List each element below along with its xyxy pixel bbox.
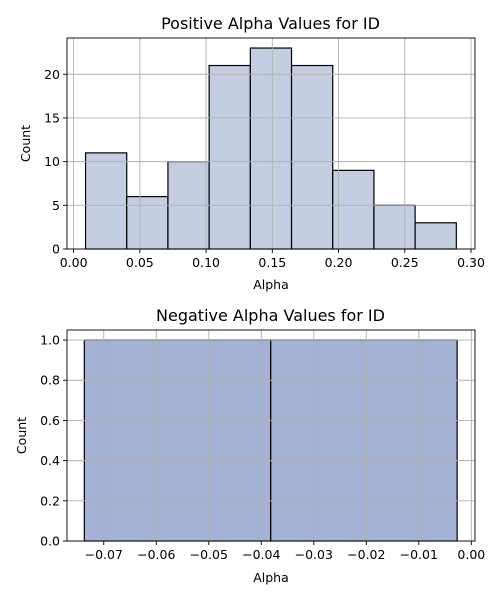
x-tick-label: −0.01 <box>400 547 438 562</box>
x-tick-label: 0.15 <box>258 255 286 270</box>
y-tick-label: 0.0 <box>40 534 60 549</box>
chart-negative-alpha: Negative Alpha Values for ID −0.07 −0.06−… <box>14 306 485 585</box>
chart-positive-alpha: Positive Alpha Values for ID 0.00 0.05 0.1… <box>18 14 485 292</box>
x-axis-label: Alpha <box>253 277 289 292</box>
bars <box>84 47 457 250</box>
x-axis-ticks: −0.07 −0.06 −0.05 −0.04 −0.03 −0.02 −0.01 0.00 <box>85 541 485 562</box>
chart-title: Positive Alpha Values for ID <box>161 14 380 33</box>
y-tick-label: 0 <box>52 242 60 257</box>
x-axis-label: Alpha <box>253 570 289 585</box>
plot-frame <box>66 37 476 250</box>
histogram-bar <box>290 64 334 250</box>
histogram-bar <box>126 195 169 250</box>
x-tick-label: −0.03 <box>295 547 333 562</box>
bars <box>83 339 458 542</box>
histogram-bar <box>270 339 458 542</box>
y-tick-label: 15 <box>44 110 60 125</box>
y-tick-label: 5 <box>52 198 60 213</box>
y-axis-ticks: 0 5 10 15 20 <box>44 67 67 257</box>
x-tick-label: 0.00 <box>60 255 88 270</box>
y-tick-label: 20 <box>44 67 60 82</box>
y-tick-label: 1.0 <box>40 333 60 348</box>
x-tick-label: 0.30 <box>457 255 485 270</box>
x-tick-label: 0.00 <box>457 547 485 562</box>
histogram-bar <box>249 47 293 250</box>
plot-frame <box>66 329 476 542</box>
x-tick-label: 0.10 <box>192 255 220 270</box>
y-axis-label: Count <box>14 417 29 454</box>
x-axis-ticks: 0.00 0.05 0.10 0.15 0.20 0.25 0.30 <box>60 249 485 270</box>
x-tick-label: 0.20 <box>325 255 353 270</box>
x-tick-label: −0.07 <box>85 547 123 562</box>
y-axis-ticks: 0.0 0.2 0.4 0.6 0.8 1.0 <box>40 333 67 549</box>
y-tick-label: 0.8 <box>40 373 60 388</box>
histogram-bar <box>373 204 416 250</box>
x-tick-label: 0.05 <box>126 255 154 270</box>
histogram-bar <box>208 64 251 250</box>
x-tick-label: 0.25 <box>391 255 419 270</box>
y-tick-label: 10 <box>44 154 60 169</box>
x-tick-label: −0.06 <box>137 547 175 562</box>
y-axis-label: Count <box>18 125 33 162</box>
chart-title: Negative Alpha Values for ID <box>156 306 385 325</box>
grid <box>67 330 475 542</box>
x-tick-label: −0.04 <box>242 547 280 562</box>
x-tick-label: −0.05 <box>190 547 228 562</box>
y-tick-label: 0.6 <box>40 413 60 428</box>
histogram-bar <box>84 152 128 250</box>
histogram-bar <box>83 339 272 542</box>
histogram-bar <box>332 169 375 250</box>
histogram-bar <box>414 222 457 250</box>
y-tick-label: 0.2 <box>40 493 60 508</box>
x-tick-label: −0.02 <box>347 547 385 562</box>
y-tick-label: 0.4 <box>40 453 60 468</box>
